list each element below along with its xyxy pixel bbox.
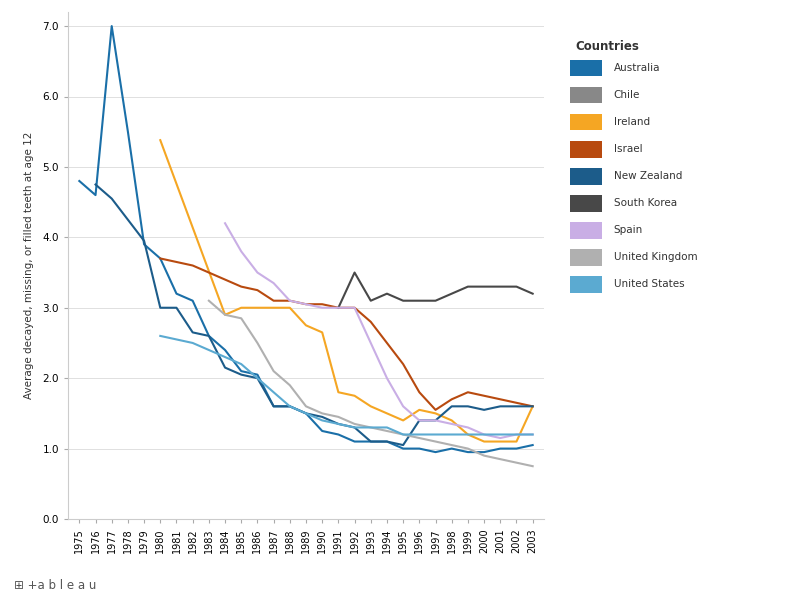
Text: Spain: Spain	[614, 226, 643, 235]
FancyBboxPatch shape	[570, 276, 602, 293]
Text: Israel: Israel	[614, 144, 642, 154]
Text: Chile: Chile	[614, 90, 640, 100]
FancyBboxPatch shape	[570, 195, 602, 212]
FancyBboxPatch shape	[570, 249, 602, 266]
Text: Australia: Australia	[614, 63, 660, 73]
Y-axis label: Average decayed, missing, or filled teeth at age 12: Average decayed, missing, or filled teet…	[24, 132, 34, 399]
FancyBboxPatch shape	[570, 141, 602, 158]
FancyBboxPatch shape	[570, 87, 602, 103]
Text: ⊞ +a b l e a u: ⊞ +a b l e a u	[14, 578, 97, 592]
Text: United States: United States	[614, 280, 684, 289]
FancyBboxPatch shape	[570, 222, 602, 239]
FancyBboxPatch shape	[570, 114, 602, 130]
Text: New Zealand: New Zealand	[614, 171, 682, 181]
FancyBboxPatch shape	[570, 168, 602, 185]
Text: Countries: Countries	[575, 40, 639, 53]
FancyBboxPatch shape	[570, 60, 602, 76]
Text: South Korea: South Korea	[614, 199, 677, 208]
Text: Ireland: Ireland	[614, 117, 650, 127]
Text: United Kingdom: United Kingdom	[614, 253, 698, 262]
